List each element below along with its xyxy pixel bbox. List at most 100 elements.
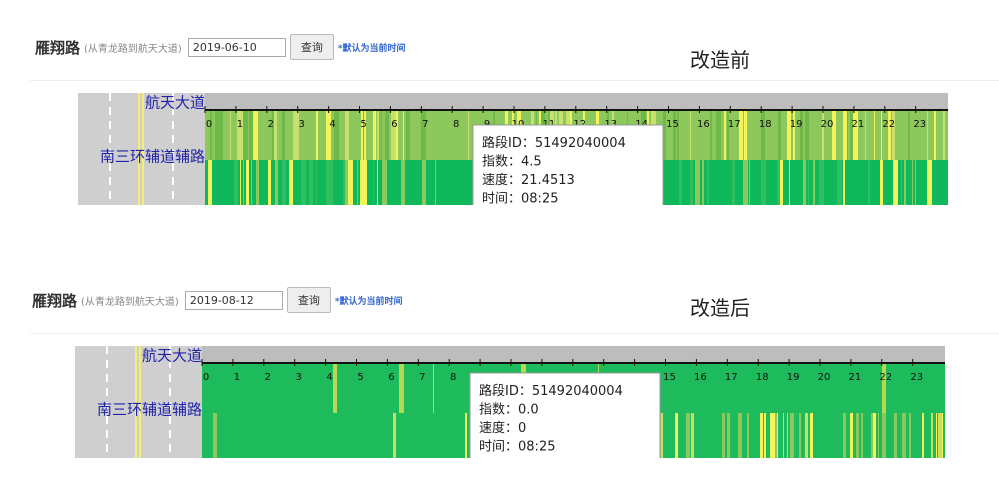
heat-cell <box>819 160 824 205</box>
heat-cell <box>345 160 349 205</box>
heat-cell <box>894 413 897 458</box>
heat-cell <box>686 413 690 458</box>
hour-band <box>205 93 948 110</box>
heat-cell <box>790 413 794 458</box>
heat-cell <box>690 160 693 205</box>
date-input[interactable]: 2019-06-10 <box>187 37 286 57</box>
heat-cell <box>253 110 258 160</box>
hour-label: 20 <box>821 119 834 130</box>
heat-cell <box>373 110 376 160</box>
hour-label: 16 <box>694 372 707 383</box>
hour-label: 5 <box>360 119 366 130</box>
heat-cell <box>243 110 248 160</box>
heat-cell <box>893 160 898 205</box>
heat-cell <box>880 160 883 205</box>
heat-cell <box>377 160 378 205</box>
heat-cell <box>702 160 704 205</box>
heat-cell <box>382 160 387 205</box>
heat-cell <box>744 110 747 160</box>
heat-cell <box>780 160 783 205</box>
heat-cell <box>268 160 271 205</box>
heat-cell <box>909 413 911 458</box>
heatmap: 01234567891011121314151617181920212223航天… <box>75 346 945 458</box>
tooltip-line: 时间：08:25 <box>479 439 555 454</box>
heat-cell <box>316 110 318 160</box>
heat-cell <box>943 110 945 160</box>
heat-cell <box>747 413 749 458</box>
heat-cell <box>878 413 879 458</box>
heat-cell <box>783 413 784 458</box>
tooltip-key: 路段ID： <box>479 383 532 399</box>
tooltip-value: 4.5 <box>521 154 542 169</box>
heat-cell <box>778 110 781 160</box>
heat-cell <box>856 413 859 458</box>
tooltip-value: 21.4513 <box>521 173 575 188</box>
heat-cell <box>373 160 374 205</box>
heat-cell <box>787 110 791 160</box>
heat-cell <box>403 110 404 160</box>
heat-cell <box>282 110 285 160</box>
heat-cell <box>433 363 434 413</box>
heat-cell <box>739 110 741 160</box>
heat-cell <box>761 160 766 205</box>
heat-cell <box>847 110 848 160</box>
heat-cell <box>915 160 916 205</box>
heat-cell <box>868 160 870 205</box>
heat-cell <box>805 110 809 160</box>
heat-cell <box>761 110 765 160</box>
heatmap: 01234567891011121314151617181920212223航天… <box>78 93 948 205</box>
heat-cell <box>391 110 396 160</box>
heat-cell <box>787 413 788 458</box>
segment: (从青龙路到航天大道) <box>84 43 182 55</box>
hour-label: 7 <box>422 119 428 130</box>
road-area <box>78 93 205 205</box>
heat-cell <box>663 110 666 160</box>
tooltip-value: 51492040004 <box>535 136 626 151</box>
hour-label: 18 <box>759 119 772 130</box>
hour-label: 8 <box>453 119 459 130</box>
heat-cell <box>421 110 426 160</box>
query-button[interactable]: 查询 <box>286 287 331 313</box>
heat-cell <box>468 110 469 160</box>
hour-label: 15 <box>663 372 676 383</box>
heat-cell <box>850 413 853 458</box>
tooltip-key: 指数： <box>479 402 518 417</box>
heat-cell <box>215 110 220 160</box>
query-button[interactable]: 查询 <box>289 34 334 60</box>
heat-cell <box>743 160 748 205</box>
heat-cell <box>938 413 942 458</box>
heat-cell <box>673 110 676 160</box>
heat-cell <box>902 413 906 458</box>
heat-cell <box>274 110 277 160</box>
heat-cell <box>764 413 766 458</box>
date-input[interactable]: 2019-08-12 <box>184 290 283 310</box>
tooltip-line: 时间：08:25 <box>482 191 558 205</box>
heat-cell <box>727 413 730 458</box>
heat-cell <box>871 413 874 458</box>
heat-cell <box>874 110 875 160</box>
heat-cell <box>362 160 367 205</box>
hour-label: 17 <box>728 119 741 130</box>
heat-cell <box>901 160 902 205</box>
heat-cell <box>363 110 364 160</box>
hour-label: 19 <box>787 372 800 383</box>
heat-cell <box>843 413 846 458</box>
heat-cell <box>219 110 223 160</box>
tooltip-line: 速度：21.4513 <box>482 172 575 188</box>
hour-label: 3 <box>296 372 302 383</box>
heat-cell <box>377 110 379 160</box>
heat-cell <box>213 413 217 458</box>
tooltip-key: 时间： <box>482 191 521 205</box>
heat-cell <box>381 110 382 160</box>
hour-label: 1 <box>234 372 240 383</box>
hour-label: 22 <box>882 119 895 130</box>
hour-label: 5 <box>357 372 363 383</box>
heat-cell <box>396 110 398 160</box>
heat-cell <box>289 160 293 205</box>
hour-label: 0 <box>203 372 209 383</box>
heat-cell <box>690 110 691 160</box>
heat-cell <box>727 110 729 160</box>
heat-cell <box>393 413 396 458</box>
heat-cell <box>760 413 763 458</box>
